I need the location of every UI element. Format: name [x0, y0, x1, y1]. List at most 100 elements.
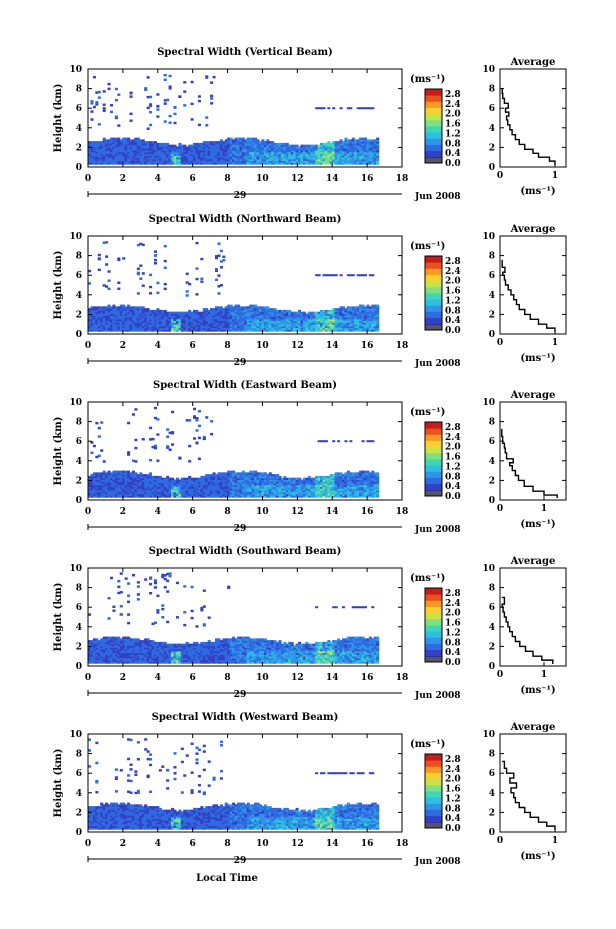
heatmap-cell	[129, 311, 133, 315]
heatmap-cell	[202, 151, 206, 155]
heatmap-cell	[90, 491, 94, 495]
heatmap-cell	[376, 304, 380, 307]
heatmap-cell	[205, 144, 209, 148]
heatmap-cell	[95, 158, 99, 162]
heatmap-cell	[136, 137, 140, 140]
heatmap-cell	[376, 324, 380, 327]
heatmap-cell	[175, 149, 179, 153]
heatmap-cell	[193, 162, 197, 165]
heatmap-cell	[107, 308, 111, 311]
heatmap-cell	[122, 482, 126, 486]
heatmap-cell	[371, 146, 375, 149]
heatmap-cell	[122, 309, 126, 313]
heatmap-cell	[105, 488, 109, 491]
heatmap-cell	[349, 142, 353, 146]
heatmap-cell	[92, 318, 96, 322]
heatmap-cell	[105, 158, 109, 162]
heatmap-cell	[224, 162, 228, 165]
heatmap-cell	[153, 155, 157, 158]
heatmap-cell	[88, 488, 92, 491]
heatmap-cell	[158, 324, 162, 327]
heatmap-cell	[131, 318, 136, 322]
heatmap-cell	[219, 315, 223, 318]
heatmap-cell	[276, 151, 280, 155]
heatmap-cell	[244, 325, 248, 329]
heatmap-cell	[371, 308, 375, 311]
heatmap-cell	[329, 162, 333, 165]
heatmap-cell	[236, 160, 241, 163]
heatmap-cell	[90, 153, 94, 156]
heatmap-cell	[217, 309, 221, 313]
heatmap-cell	[217, 155, 221, 158]
heatmap-cell	[119, 325, 123, 329]
heatmap-cell	[346, 329, 350, 332]
heatmap-cell	[332, 144, 336, 148]
heatmap-cell	[102, 137, 106, 140]
heatmap-cell	[254, 162, 258, 165]
heatmap-cell	[119, 151, 123, 155]
heatmap-cell	[109, 329, 114, 332]
heatmap-cell	[305, 148, 309, 151]
heatmap-cell	[376, 318, 380, 322]
heatmap-cell	[149, 324, 153, 327]
heatmap-cell	[195, 322, 199, 325]
x-tick-label: 2	[120, 341, 126, 351]
heatmap-cell	[222, 144, 226, 148]
heatmap-cell	[283, 324, 287, 327]
heatmap-cell	[371, 306, 375, 309]
heatmap-cell	[109, 157, 114, 160]
heatmap-cell	[359, 142, 363, 146]
heatmap-cell	[107, 490, 111, 493]
heatmap-cell	[171, 327, 175, 330]
heatmap-cell	[368, 162, 372, 165]
heatmap-cell	[337, 313, 341, 316]
heatmap-cell	[193, 315, 197, 318]
heatmap-cell	[88, 160, 92, 163]
heatmap-cell	[122, 160, 126, 163]
heatmap-cell	[90, 162, 94, 165]
heatmap-cell	[212, 308, 216, 311]
heatmap-cell	[312, 327, 316, 330]
heatmap-cell	[149, 327, 153, 330]
heatmap-cell	[92, 151, 96, 155]
heatmap-cell	[124, 313, 128, 316]
heatmap-cell	[97, 148, 101, 151]
heatmap-cell	[320, 329, 324, 332]
heatmap-cell	[329, 149, 333, 153]
heatmap-cell	[317, 324, 321, 327]
heatmap-cell	[97, 146, 101, 149]
heatmap-cell	[163, 244, 167, 248]
heatmap-cell	[105, 148, 109, 151]
heatmap-cell	[173, 318, 177, 322]
heatmap-cell	[302, 329, 306, 332]
heatmap-cell	[161, 153, 165, 156]
heatmap-cell	[151, 327, 155, 330]
heatmap-cell	[351, 318, 355, 322]
heatmap-cell	[141, 315, 145, 318]
heatmap-cell	[224, 158, 228, 162]
heatmap-cell	[197, 424, 201, 428]
heatmap-cell	[100, 141, 104, 144]
heatmap-cell	[329, 324, 333, 327]
heatmap-cell	[373, 141, 377, 144]
heatmap-cell	[109, 153, 114, 156]
heatmap-cell	[122, 495, 126, 498]
heatmap-cell	[171, 316, 175, 320]
heatmap-cell	[188, 324, 192, 327]
heatmap-cell	[217, 158, 221, 162]
heatmap-cell	[112, 484, 116, 488]
heatmap-cell	[129, 153, 133, 156]
heatmap-cell	[366, 158, 370, 162]
heatmap-cell	[114, 322, 118, 325]
heatmap-cell	[158, 325, 162, 329]
heatmap-cell	[232, 318, 236, 322]
heatmap-cell	[95, 322, 99, 325]
heatmap-cell	[119, 316, 123, 320]
heatmap-cell	[293, 316, 297, 320]
heatmap-cell	[349, 306, 353, 309]
heatmap-cell	[241, 318, 245, 322]
heatmap-cell	[305, 149, 309, 153]
heatmap-cell	[234, 325, 238, 329]
heatmap-cell	[156, 459, 160, 462]
heatmap-cell	[183, 148, 187, 151]
